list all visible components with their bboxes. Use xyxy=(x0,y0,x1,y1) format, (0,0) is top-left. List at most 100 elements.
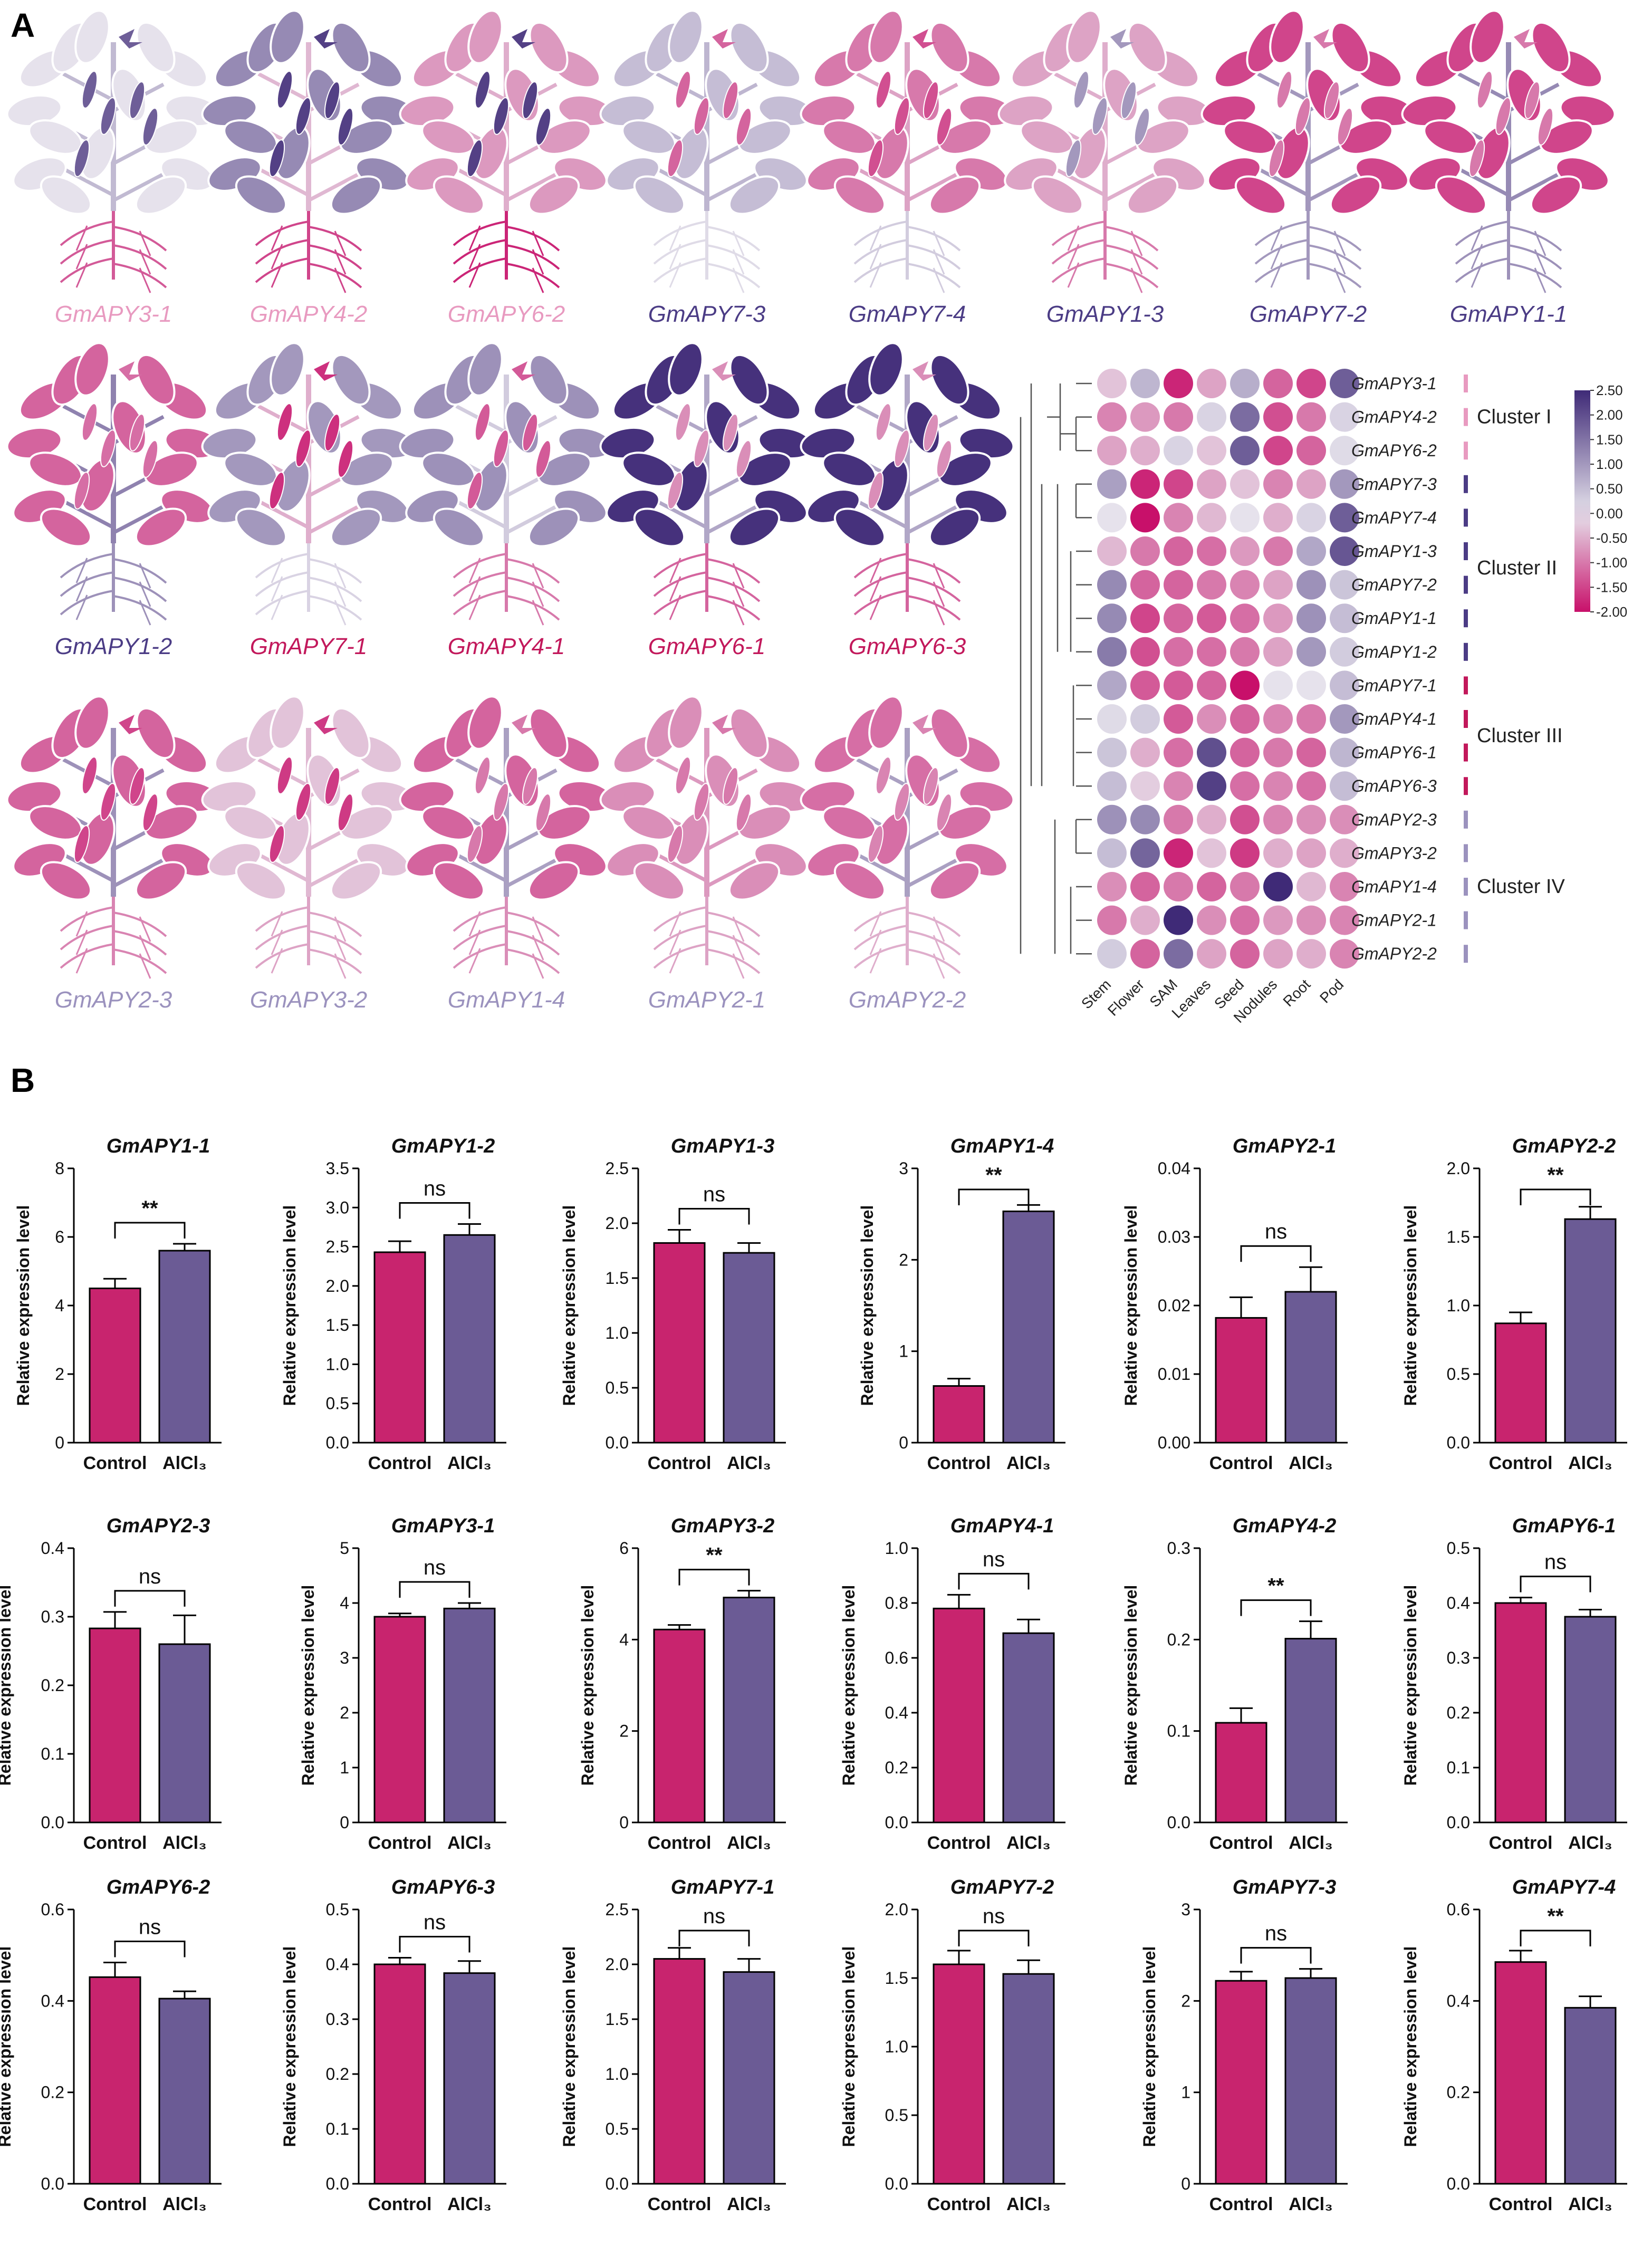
branch-shape xyxy=(656,167,708,197)
root-shape xyxy=(1270,244,1283,270)
bar-chart-GmAPY7-2: GmAPY7-2 0.0 0.5 1.0 1.5 2.0 Relative expressi… xyxy=(839,1876,1065,2214)
heatmap-cell xyxy=(1296,503,1326,533)
root-shape xyxy=(506,595,560,621)
bar-control xyxy=(373,1616,426,1823)
heatmap-cell xyxy=(1330,905,1359,935)
panel-label-b: B xyxy=(11,1061,35,1099)
y-tick-label: 0.6 xyxy=(885,1648,908,1667)
root-shape xyxy=(732,267,745,293)
heatmap-cell xyxy=(1330,402,1359,432)
pod-shape xyxy=(100,429,117,467)
heatmap-row-label: GmAPY4-2 xyxy=(1351,408,1437,427)
flower-shape xyxy=(913,29,936,49)
flower-shape xyxy=(913,715,936,734)
root-shape xyxy=(732,953,745,979)
y-tick-label: 0.0 xyxy=(606,2174,629,2193)
y-tick-label: 0.0 xyxy=(326,2174,349,2193)
flower-shape xyxy=(1313,29,1337,49)
y-tick-label: 0.5 xyxy=(1447,1365,1470,1384)
heatmap-cell xyxy=(1197,905,1226,935)
branch-shape xyxy=(257,852,310,883)
root-shape xyxy=(669,948,681,974)
heatmap-cell xyxy=(1197,536,1226,566)
root-shape xyxy=(271,225,283,251)
pod-shape xyxy=(693,97,710,135)
y-axis-label: Relative expression level xyxy=(1401,1205,1420,1406)
root-shape xyxy=(869,594,882,620)
bar-chart-GmAPY3-1: GmAPY3-1 0 1 2 3 4 5 Relative expression level C… xyxy=(299,1515,506,1853)
significance-bracket xyxy=(114,1222,186,1239)
root-shape xyxy=(1455,257,1509,283)
plant-label: GmAPY2-1 xyxy=(648,987,766,1013)
y-axis-label: Relative expression level xyxy=(1121,1585,1140,1786)
root-shape xyxy=(468,948,481,974)
root-shape xyxy=(139,231,151,256)
leaf-shape xyxy=(235,507,287,548)
root-shape xyxy=(1051,257,1106,283)
significance-label: ** xyxy=(706,1544,723,1567)
heatmap-cell xyxy=(1130,503,1160,533)
root-shape xyxy=(1471,244,1483,270)
leaf-shape xyxy=(1269,9,1305,64)
pod-shape xyxy=(936,108,953,146)
leaf-shape xyxy=(467,342,503,397)
root-shape xyxy=(334,953,347,979)
y-tick-label: 0.4 xyxy=(41,1991,64,2010)
plant-label: GmAPY3-2 xyxy=(250,987,368,1013)
bar-control xyxy=(1215,1722,1267,1823)
pod-shape xyxy=(894,783,910,821)
root-shape xyxy=(453,943,507,969)
heatmap-cell xyxy=(1197,804,1226,834)
root-shape xyxy=(669,225,681,251)
y-tick-label: 2.0 xyxy=(885,1900,908,1919)
y-tick-label: 1.5 xyxy=(606,2010,629,2029)
root-shape xyxy=(933,249,945,275)
plant-label: GmAPY7-4 xyxy=(849,301,966,327)
y-tick-label: 3 xyxy=(1181,1900,1190,1919)
pod-shape xyxy=(466,472,483,510)
leaf-shape xyxy=(529,21,569,74)
branch-shape xyxy=(856,167,908,197)
x-tick-label: AlCl₃ xyxy=(727,1833,771,1853)
leaf-shape xyxy=(235,861,287,901)
bar-control xyxy=(653,1242,706,1444)
root-shape xyxy=(869,929,882,955)
heatmap-cell xyxy=(1097,570,1127,600)
root-shape xyxy=(1471,262,1483,288)
root-shape xyxy=(732,935,745,961)
y-tick-label: 0.0 xyxy=(885,2174,908,2193)
branch-shape xyxy=(62,167,114,197)
y-tick-label: 1 xyxy=(899,1342,908,1361)
plant-label: GmAPY6-2 xyxy=(448,301,565,327)
x-tick-label: Control xyxy=(1489,2194,1553,2214)
colorbar-tick-label: -0.50 xyxy=(1596,530,1627,546)
root-shape xyxy=(706,595,761,621)
root-shape xyxy=(308,948,362,974)
pod-shape xyxy=(295,97,312,135)
cluster-marker xyxy=(1464,676,1468,695)
y-tick-label: 0.2 xyxy=(1447,2083,1470,2102)
plant-label: GmAPY4-2 xyxy=(250,301,368,327)
heatmap-cell xyxy=(1296,670,1326,700)
cluster-marker xyxy=(1464,609,1468,628)
root-shape xyxy=(669,262,681,288)
heatmap-cell xyxy=(1164,939,1193,969)
y-tick-label: 0.2 xyxy=(1447,1703,1470,1722)
root-shape xyxy=(1534,231,1547,256)
panel-label-a: A xyxy=(11,6,35,44)
pod-shape xyxy=(276,71,293,109)
y-tick-label: 0.6 xyxy=(1447,1900,1470,1919)
significance-bracket xyxy=(1240,1947,1312,1964)
heatmap-cell xyxy=(1230,369,1260,398)
pod-shape xyxy=(1537,108,1554,146)
heatmap-cell xyxy=(1164,402,1193,432)
root-shape xyxy=(706,263,761,289)
heatmap-cell xyxy=(1097,536,1127,566)
x-tick-label: Control xyxy=(1489,1453,1553,1473)
leaf-shape xyxy=(527,507,580,548)
root-shape xyxy=(532,953,544,979)
leaf-shape xyxy=(833,507,886,548)
bar-control xyxy=(1494,1602,1547,1823)
pod-shape xyxy=(722,81,739,119)
root-shape xyxy=(869,911,882,937)
